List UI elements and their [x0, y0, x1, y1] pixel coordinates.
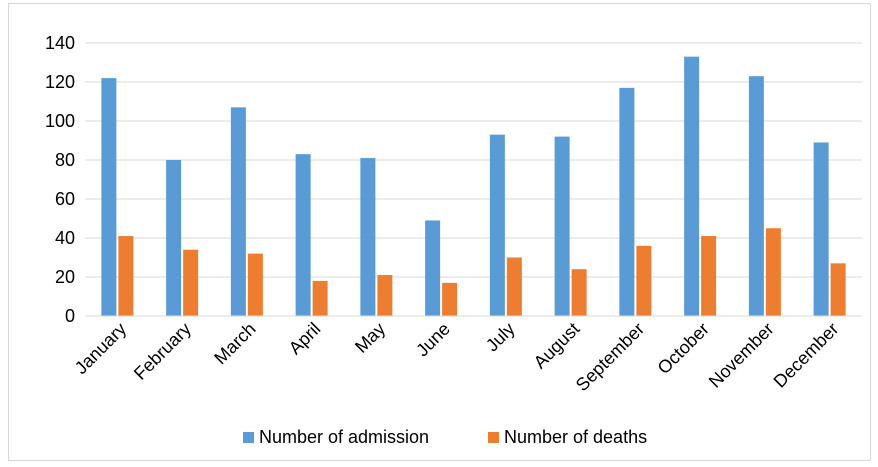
bar-number-of-deaths-april: [312, 280, 328, 316]
bar-number-of-deaths-february: [183, 249, 199, 316]
x-axis-tick-labels: January February March April May June July Augu…: [71, 319, 843, 395]
bar-number-of-deaths-march: [247, 253, 263, 316]
x-tick-label-june: June: [412, 319, 454, 361]
bar-number-of-admission-june: [425, 220, 441, 316]
x-tick-label-september: September: [572, 319, 648, 395]
gridlines: [85, 42, 862, 278]
y-tick-label-0: 0: [65, 306, 75, 326]
y-tick-label-60: 60: [55, 189, 75, 209]
y-tick-label-120: 120: [45, 72, 75, 92]
legend: Number of admission Number of deaths: [243, 427, 647, 447]
bar-number-of-deaths-december: [830, 263, 846, 316]
x-tick-label-july: July: [482, 319, 519, 356]
x-tick-label-march: March: [210, 319, 260, 369]
legend-label-admission: Number of admission: [259, 427, 429, 447]
bar-number-of-deaths-november: [765, 228, 781, 316]
y-tick-label-40: 40: [55, 228, 75, 248]
y-tick-label-140: 140: [45, 33, 75, 53]
x-tick-label-august: August: [530, 319, 584, 373]
bar-number-of-deaths-july: [506, 257, 522, 316]
bar-number-of-admission-july: [489, 134, 505, 316]
bar-number-of-admission-september: [619, 87, 635, 316]
bar-number-of-admission-november: [748, 76, 764, 317]
legend-swatch-admission: [243, 432, 254, 443]
x-tick-label-november: November: [705, 319, 778, 392]
x-tick-label-april: April: [285, 319, 325, 359]
x-tick-label-february: February: [130, 319, 195, 384]
x-tick-label-october: October: [654, 319, 713, 378]
y-axis-tick-labels: 0 20 40 60 80 100 120 140: [45, 33, 75, 326]
bar-number-of-admission-march: [230, 107, 246, 316]
y-tick-label-80: 80: [55, 150, 75, 170]
bar-number-of-admission-april: [295, 154, 311, 316]
bar-number-of-admission-december: [813, 142, 829, 316]
legend-label-deaths: Number of deaths: [504, 427, 647, 447]
bar-number-of-deaths-august: [571, 269, 587, 316]
x-tick-label-may: May: [351, 319, 389, 357]
bar-number-of-admission-february: [166, 160, 182, 316]
bars: [101, 56, 846, 317]
x-tick-label-december: December: [770, 319, 843, 392]
bar-number-of-admission-august: [554, 136, 570, 316]
bar-number-of-deaths-september: [636, 245, 652, 316]
bar-number-of-deaths-june: [442, 282, 458, 316]
bar-number-of-deaths-january: [118, 236, 134, 316]
y-tick-label-20: 20: [55, 267, 75, 287]
bar-number-of-deaths-october: [701, 236, 717, 316]
bar-number-of-deaths-may: [377, 275, 393, 316]
x-tick-label-january: January: [71, 319, 130, 378]
bar-number-of-admission-may: [360, 158, 376, 316]
legend-swatch-deaths: [488, 432, 499, 443]
bar-number-of-admission-january: [101, 78, 117, 316]
y-tick-label-100: 100: [45, 111, 75, 131]
bar-number-of-admission-october: [684, 56, 700, 317]
